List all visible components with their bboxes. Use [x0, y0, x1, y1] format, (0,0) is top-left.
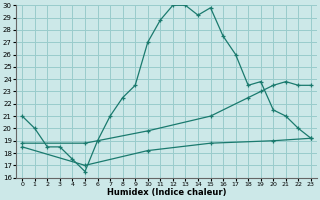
X-axis label: Humidex (Indice chaleur): Humidex (Indice chaleur) — [107, 188, 226, 197]
